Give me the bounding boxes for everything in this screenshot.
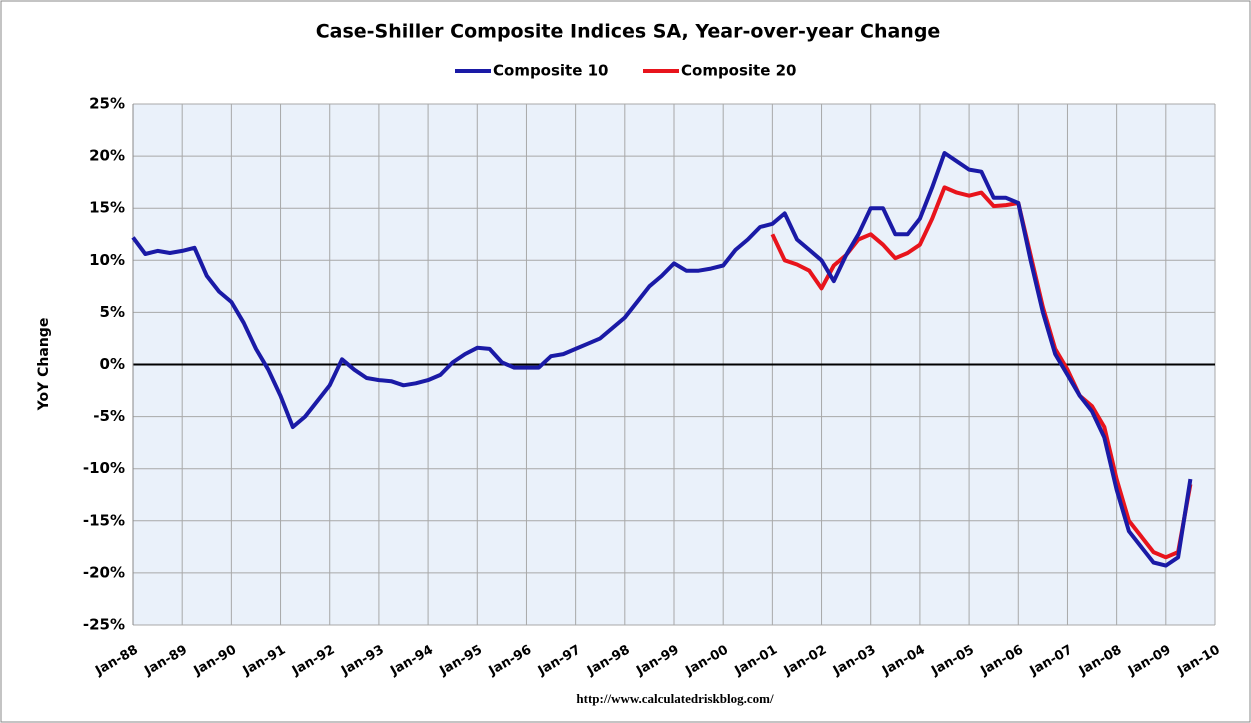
- chart-title: Case-Shiller Composite Indices SA, Year-…: [316, 21, 941, 43]
- y-tick-label: 10%: [89, 251, 125, 269]
- legend-label: Composite 10: [493, 62, 609, 80]
- y-tick-label: -15%: [83, 511, 125, 529]
- series-line: [131, 151, 1193, 568]
- source: http://www.calculatedriskblog.com/: [576, 691, 774, 706]
- legend-label: Composite 20: [681, 62, 797, 80]
- y-tick-label: -25%: [83, 616, 125, 634]
- y-tick-label: -20%: [83, 563, 125, 581]
- series-line: [770, 185, 1193, 560]
- y-tick-label: 15%: [89, 199, 125, 217]
- y-tick-label: -5%: [93, 407, 125, 425]
- y-tick-label: -10%: [83, 459, 125, 477]
- y-tick-label: 5%: [100, 303, 125, 321]
- y-tick-label: 0%: [100, 355, 125, 373]
- y-tick-label: 20%: [89, 147, 125, 165]
- y-axis-label: YoY Change: [36, 318, 52, 412]
- y-tick-label: 25%: [89, 95, 125, 113]
